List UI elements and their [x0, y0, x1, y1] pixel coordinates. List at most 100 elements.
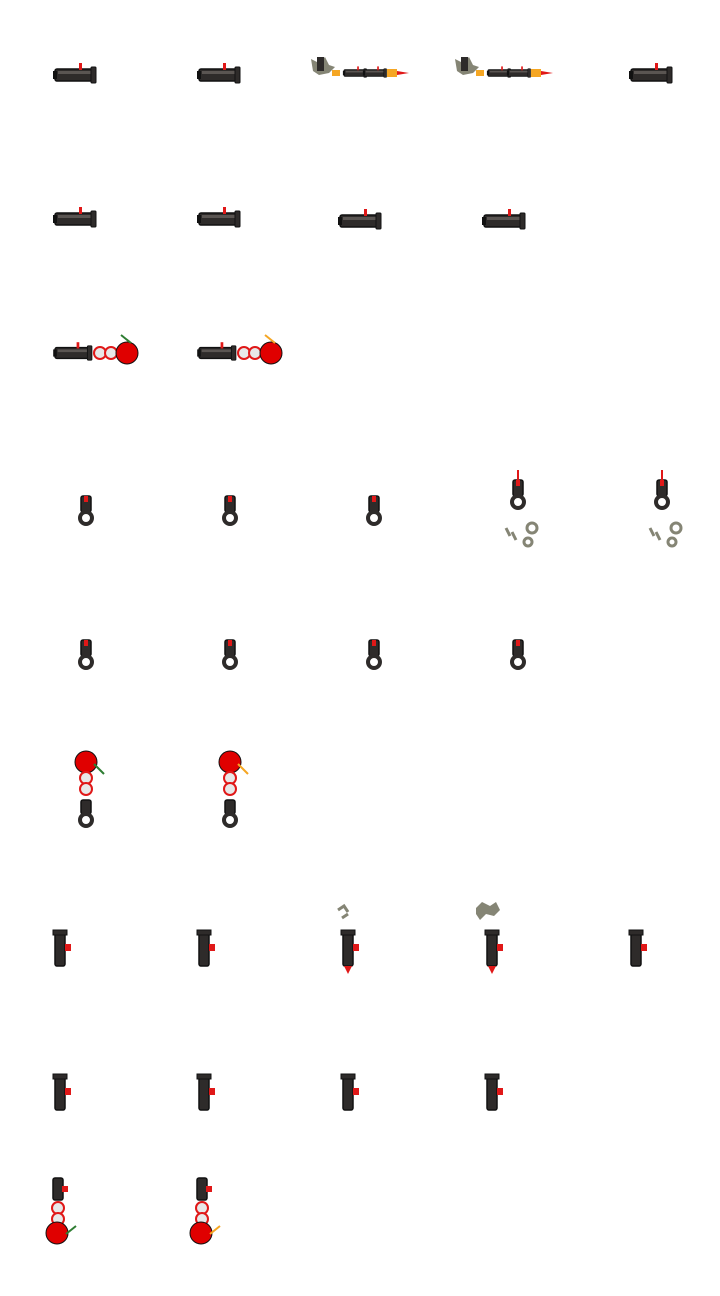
sprite-frame [576, 432, 720, 576]
fuse-icon [79, 63, 82, 70]
sprite-frame [288, 0, 432, 144]
cannonball-icon [45, 1221, 69, 1245]
sprite-canvas [52, 1073, 71, 1111]
chain-link-icon [93, 346, 118, 360]
fuse-icon [79, 207, 82, 214]
cannon-sprite [78, 495, 94, 526]
cannon-sprite [222, 495, 238, 526]
sprite-frame [432, 0, 576, 144]
chain-link-icon [237, 346, 262, 360]
fuse-icon [353, 1088, 359, 1095]
fuse-icon [377, 66, 379, 71]
sprite-frame [0, 720, 144, 864]
sprite-canvas [311, 57, 409, 78]
cannon-sprite [366, 639, 382, 670]
fuse-icon [641, 944, 647, 951]
fuse-icon [223, 207, 226, 214]
sprite-canvas [189, 1177, 221, 1245]
fuse-wire-icon [120, 334, 132, 344]
cannon-sprite [337, 903, 359, 974]
cannon-barrel [53, 345, 93, 361]
cannonball-icon [115, 341, 139, 365]
cannon-sprite [196, 1073, 215, 1111]
spark-icon [344, 966, 352, 974]
cannon-barrel [196, 929, 212, 967]
cannon-sprite [484, 1073, 503, 1111]
sprite-frame [576, 0, 720, 144]
cannon-barrel [222, 495, 238, 526]
sprite-frame [288, 576, 432, 720]
sprite-frame [144, 576, 288, 720]
sprite-canvas [482, 209, 526, 230]
fuse-wire-icon [65, 1225, 77, 1235]
sprite-canvas [52, 929, 71, 967]
cannon-barrel [52, 1177, 64, 1201]
sprite-frame [144, 0, 288, 144]
cannon-barrel [510, 479, 526, 510]
sprite-canvas [196, 1073, 215, 1111]
sprite-canvas [648, 470, 683, 548]
sprite-canvas [222, 639, 238, 670]
sprite-canvas [338, 209, 382, 230]
cannon-sprite [45, 1177, 77, 1245]
cannon-sprite [455, 57, 553, 78]
cannon-sprite [510, 639, 526, 670]
sprite-canvas [484, 1073, 503, 1111]
sprite-canvas [628, 929, 647, 967]
fuse-icon [84, 640, 88, 646]
cannon-sprite [338, 209, 382, 230]
sprite-frame [288, 144, 432, 288]
fuse-icon [228, 640, 232, 646]
sprite-frame [432, 1008, 576, 1152]
cannon-sprite [53, 63, 97, 84]
sprite-canvas [53, 207, 97, 228]
chain-link-icon [79, 771, 93, 796]
cannon-sprite [366, 495, 382, 526]
fuse-wire-icon [93, 763, 105, 775]
cannon-sprite [340, 1073, 359, 1111]
sprite-frame [144, 1152, 288, 1296]
cannon-barrel [362, 68, 387, 78]
cannon-sprite [53, 334, 139, 365]
cannon-sprite [476, 902, 503, 974]
sprite-frame [144, 720, 288, 864]
sprite-canvas [78, 495, 94, 526]
chain-link-icon [223, 771, 237, 796]
fuse-icon [501, 66, 503, 71]
sprite-canvas [218, 750, 249, 828]
cannon-sprite [482, 209, 526, 230]
fuse-icon [372, 640, 376, 646]
sprite-canvas [74, 750, 105, 828]
smoke-cloud-icon [476, 902, 500, 920]
cannon-sprite [74, 750, 105, 828]
cannon-barrel [484, 929, 500, 967]
fuse-icon [364, 209, 367, 216]
sprite-frame [432, 432, 576, 576]
fuse-icon [516, 480, 520, 486]
cannon-sprite [197, 63, 241, 84]
cannon-sprite [52, 929, 71, 967]
spark-icon [488, 966, 496, 974]
fuse-icon [223, 63, 226, 70]
cannon-sprite [52, 1073, 71, 1111]
sprite-frame [288, 864, 432, 1008]
sprite-frame [576, 864, 720, 1008]
sprite-frame [144, 1008, 288, 1152]
cannon-barrel [484, 1073, 500, 1111]
fuse-icon [209, 1088, 215, 1095]
smoke-puff-icon [311, 57, 335, 75]
fuse-icon [228, 496, 232, 502]
fuse-icon [655, 63, 658, 70]
flame-icon [476, 70, 484, 76]
sprite-canvas [504, 470, 539, 548]
sprite-canvas [196, 929, 215, 967]
sprite-frame [0, 0, 144, 144]
fuse-icon [372, 496, 376, 502]
cannonball-icon [218, 750, 242, 774]
sprite-canvas [197, 63, 241, 84]
cannonball-icon [259, 341, 283, 365]
fuse-icon [76, 342, 80, 349]
cannon-barrel [197, 210, 241, 228]
cannon-barrel [197, 66, 241, 84]
